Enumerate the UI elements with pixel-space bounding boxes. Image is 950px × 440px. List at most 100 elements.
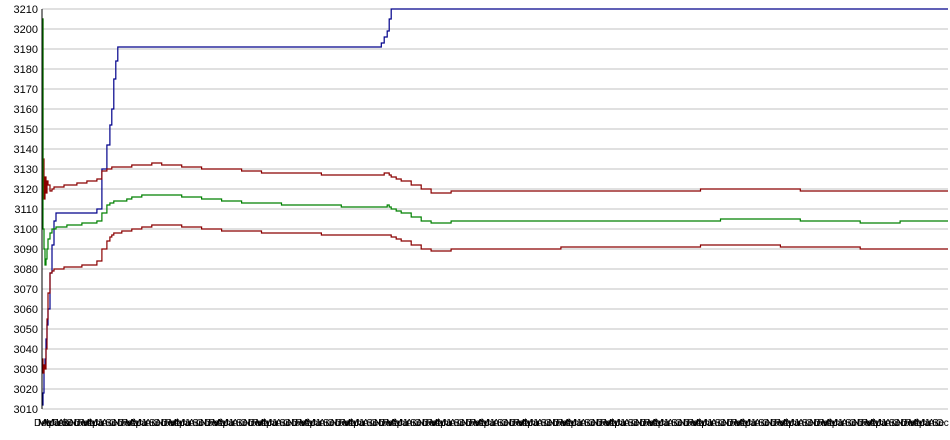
x-tick-label: Ju xyxy=(877,418,888,429)
x-tick-label: Ma xyxy=(612,418,626,429)
x-tick-label: Dec xyxy=(335,418,353,429)
x-tick-label: Dec xyxy=(639,418,657,429)
x-tick-label: Feb xyxy=(643,418,661,429)
x-tick-label: Ju xyxy=(620,418,631,429)
series-line-1 xyxy=(42,18,948,200)
x-tick-label: Feb xyxy=(904,418,922,429)
x-tick-label: Feb xyxy=(687,418,705,429)
x-tick-label: Se xyxy=(540,418,553,429)
x-tick-label: Oc xyxy=(588,418,601,429)
x-tick-label: Mar xyxy=(821,418,839,429)
x-tick-label: Dec xyxy=(248,418,266,429)
y-tick-label: 3100 xyxy=(14,224,38,236)
y-tick-label: 3150 xyxy=(14,124,38,136)
y-tick-label: 3090 xyxy=(14,244,38,256)
x-tick-label: Dec xyxy=(857,418,875,429)
x-tick-label: Se xyxy=(932,418,945,429)
x-tick-label: Ju xyxy=(837,418,848,429)
x-tick-label: Oc xyxy=(544,418,557,429)
x-tick-label: Mar xyxy=(778,418,796,429)
x-tick-label: Se xyxy=(149,418,162,429)
y-tick-label: 3040 xyxy=(14,344,38,356)
x-tick-label: Ju xyxy=(354,418,365,429)
x-tick-label: Nov xyxy=(331,418,349,429)
x-tick-label: Ju xyxy=(707,418,718,429)
x-tick-label: Ap xyxy=(390,418,403,429)
x-tick-label: Ma xyxy=(742,418,756,429)
x-tick-label: Mar xyxy=(430,418,448,429)
x-tick-label: Dec xyxy=(596,418,614,429)
x-tick-label: Ju xyxy=(532,418,543,429)
x-tick-label: Ju xyxy=(616,418,627,429)
x-tick-label: Ap xyxy=(869,418,882,429)
x-tick-label: Au xyxy=(536,418,548,429)
x-tick-label: Ma xyxy=(916,418,930,429)
x-tick-label: Oc xyxy=(196,418,209,429)
x-tick-label: Se xyxy=(323,418,336,429)
x-tick-label: Nov xyxy=(200,418,218,429)
x-tick-label: Nov xyxy=(287,418,305,429)
x-tick-label: Oc xyxy=(153,418,166,429)
x-tick-label: Au xyxy=(928,418,940,429)
x-tick-label: Ju xyxy=(398,418,409,429)
x-tick-label: Mar xyxy=(386,418,404,429)
x-tick-label: Se xyxy=(236,418,249,429)
y-tick-label: 3030 xyxy=(14,364,38,376)
x-tick-label: Dec xyxy=(813,418,831,429)
x-tick-label: Ap xyxy=(521,418,534,429)
x-tick-label: Ma xyxy=(46,418,60,429)
x-tick-label: Au xyxy=(362,418,374,429)
x-tick-label: Ju xyxy=(93,418,104,429)
y-tick-label: 3180 xyxy=(14,64,38,76)
x-tick-label: Se xyxy=(453,418,466,429)
x-tick-label: Ju xyxy=(485,418,496,429)
x-tick-label: Ma xyxy=(438,418,452,429)
x-tick-label: Ju xyxy=(445,418,456,429)
x-tick-label: Ap xyxy=(347,418,360,429)
x-tick-label: Mar xyxy=(908,418,926,429)
x-tick-label: Au xyxy=(623,418,635,429)
x-tick-label: Ju xyxy=(267,418,278,429)
x-tick-label: Nov xyxy=(896,418,914,429)
x-tick-label: Dec xyxy=(683,418,701,429)
x-tick-label: Nov xyxy=(418,418,436,429)
x-tick-label: Oc xyxy=(849,418,862,429)
x-tick-label: Ma xyxy=(394,418,408,429)
x-tick-label: Ju xyxy=(750,418,761,429)
x-tick-label: Se xyxy=(279,418,292,429)
x-tick-label: Mar xyxy=(299,418,317,429)
x-tick-label: Ma xyxy=(829,418,843,429)
x-tick-label: Ju xyxy=(663,418,674,429)
x-tick-label: Nov xyxy=(722,418,740,429)
x-tick-label: Feb xyxy=(252,418,270,429)
x-tick-label: Mar xyxy=(647,418,665,429)
x-tick-label: Oc xyxy=(631,418,644,429)
x-tick-label: Ap xyxy=(608,418,621,429)
x-tick-label: Ju xyxy=(572,418,583,429)
x-tick-label: Ma xyxy=(525,418,539,429)
y-tick-label: 3110 xyxy=(14,204,38,216)
x-tick-label: Oc xyxy=(240,418,253,429)
x-tick-label: Nov xyxy=(809,418,827,429)
x-tick-label: Ju xyxy=(402,418,413,429)
x-tick-label: Oc xyxy=(893,418,906,429)
x-tick-label: Ju xyxy=(311,418,322,429)
x-tick-label: Ju xyxy=(920,418,931,429)
x-tick-label: Nov xyxy=(505,418,523,429)
x-tick-label: Ap xyxy=(260,418,273,429)
x-tick-label: Ju xyxy=(50,418,61,429)
x-tick-label: Oc xyxy=(805,418,818,429)
x-tick-label: Feb xyxy=(469,418,487,429)
x-tick-label: Oc xyxy=(109,418,122,429)
x-tick-label: Mar xyxy=(865,418,883,429)
x-tick-label: Mar xyxy=(560,418,578,429)
x-tick-label: Mar xyxy=(517,418,535,429)
x-tick-label: Mar xyxy=(81,418,99,429)
x-tick-label: Dec xyxy=(900,418,918,429)
x-tick-label: Nov xyxy=(461,418,479,429)
x-tick-label: Ju xyxy=(529,418,540,429)
x-tick-label: Au xyxy=(711,418,723,429)
x-tick-label: Mar xyxy=(604,418,622,429)
x-tick-label: Dec xyxy=(204,418,222,429)
